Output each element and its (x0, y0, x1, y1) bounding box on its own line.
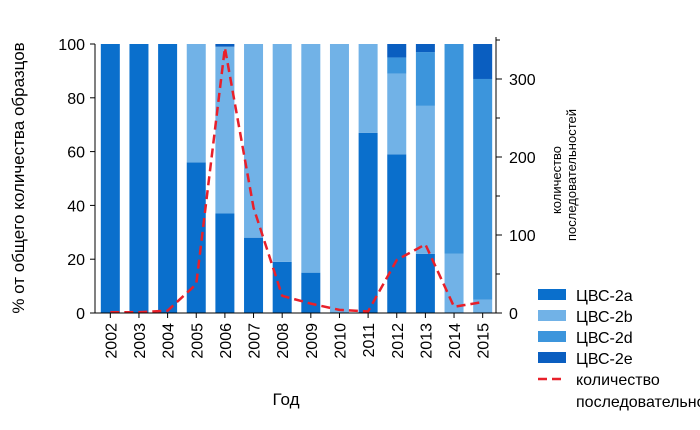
legend-label-1: ЦВС-2b (576, 309, 633, 326)
bar-2011-series-1 (359, 44, 378, 133)
right-tick-label-100: 100 (509, 228, 536, 245)
legend-label-line-2: последовательностей (576, 394, 700, 411)
bar-2013-series-1 (416, 106, 435, 254)
x-tick-label-2013: 2013 (418, 323, 435, 359)
x-tick-label-2008: 2008 (275, 323, 292, 359)
bar-2010-series-1 (330, 44, 349, 313)
bar-2003-series-0 (129, 44, 148, 313)
left-tick-label-40: 40 (67, 198, 85, 215)
bar-2015-series-3 (473, 44, 492, 79)
legend-swatch-1 (538, 310, 566, 321)
bar-2013-series-0 (416, 254, 435, 313)
x-tick-label-2007: 2007 (247, 323, 264, 359)
right-tick-label-300: 300 (509, 72, 536, 89)
bar-2014-series-1 (445, 254, 464, 313)
x-tick-label-2014: 2014 (447, 323, 464, 359)
right-axis-title-line2: последовательностей (564, 109, 579, 241)
x-tick-label-2015: 2015 (476, 323, 493, 359)
legend: ЦВС-2a ЦВС-2b ЦВС-2d ЦВС-2e количество послед… (538, 288, 700, 411)
bar-2013-series-3 (416, 44, 435, 52)
legend-label-0: ЦВС-2a (576, 288, 633, 305)
legend-swatch-2 (538, 331, 566, 342)
bar-2013-series-2 (416, 52, 435, 106)
legend-label-line-1: количество (576, 372, 660, 389)
bar-2012-series-3 (387, 44, 406, 57)
bar-2015-series-1 (473, 300, 492, 313)
x-tick-label-2005: 2005 (189, 323, 206, 359)
bar-2009-series-0 (301, 273, 320, 313)
legend-swatch-0 (538, 289, 566, 300)
bar-2002-series-0 (101, 44, 120, 313)
bar-2012-series-2 (387, 57, 406, 73)
bar-2012-series-1 (387, 74, 406, 155)
legend-label-3: ЦВС-2e (576, 351, 633, 368)
x-tick-label-2010: 2010 (332, 323, 349, 359)
bar-2005-series-1 (187, 44, 206, 162)
x-tick-label-2002: 2002 (103, 323, 120, 359)
x-tick-label-2006: 2006 (218, 323, 235, 359)
y-axis-title: % от общего количества образцов (9, 42, 28, 313)
bar-2014-series-2 (445, 44, 464, 254)
bar-2004-series-0 (158, 44, 177, 313)
bar-2009-series-1 (301, 44, 320, 273)
bar-2008-series-0 (273, 262, 292, 313)
right-axis-title-line1: количество (549, 146, 564, 214)
legend-label-2: ЦВС-2d (576, 330, 633, 347)
left-tick-label-100: 100 (58, 37, 85, 54)
x-tick-label-2003: 2003 (132, 323, 149, 359)
bar-2012-series-0 (387, 154, 406, 313)
left-tick-label-60: 60 (67, 145, 85, 162)
left-tick-label-20: 20 (67, 252, 85, 269)
bar-2006-series-1 (215, 47, 234, 214)
bar-2008-series-1 (273, 44, 292, 262)
legend-swatch-3 (538, 352, 566, 363)
bar-2006-series-0 (215, 213, 234, 313)
right-tick-label-0: 0 (509, 306, 518, 323)
axes-layer: % от общего количества образцов Год коли… (9, 37, 579, 409)
bars-layer (101, 44, 492, 313)
x-tick-label-2011: 2011 (361, 323, 378, 358)
bar-2006-series-3 (215, 44, 234, 47)
left-tick-label-0: 0 (76, 306, 85, 323)
bar-2015-series-2 (473, 79, 492, 300)
bar-2007-series-0 (244, 238, 263, 313)
left-tick-label-80: 80 (67, 91, 85, 108)
x-tick-label-2009: 2009 (304, 323, 321, 359)
x-axis-title: Год (272, 390, 299, 409)
x-tick-label-2004: 2004 (161, 323, 178, 359)
right-tick-label-200: 200 (509, 150, 536, 167)
x-tick-label-2012: 2012 (390, 323, 407, 359)
bar-2011-series-0 (359, 133, 378, 313)
